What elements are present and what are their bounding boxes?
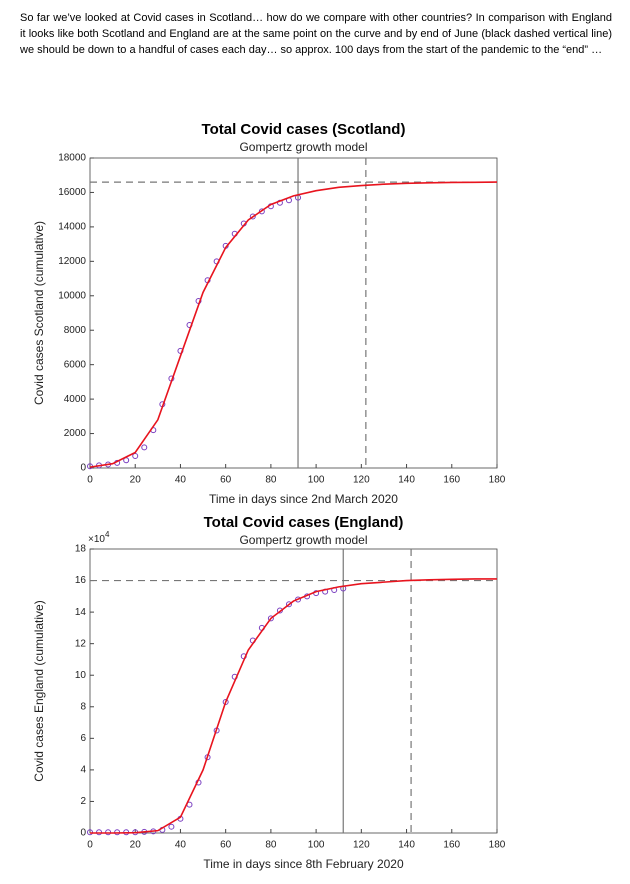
data-point [168, 823, 175, 830]
y-axis-label: Covid cases Scotland (cumulative) [32, 221, 46, 405]
x-tick-label: 140 [398, 475, 415, 486]
data-point [258, 208, 265, 215]
y-tick-label: 14000 [58, 222, 86, 233]
x-tick-label: 180 [489, 840, 506, 851]
data-point [285, 601, 292, 608]
x-tick-label: 160 [443, 475, 460, 486]
x-tick-label: 20 [130, 475, 142, 486]
chart-title: Total Covid cases (England) [204, 514, 404, 531]
x-tick-label: 40 [175, 840, 187, 851]
y-multiplier: ×104 [88, 530, 110, 545]
data-point [141, 444, 148, 451]
x-tick-label: 0 [87, 475, 93, 486]
intro-paragraph: So far we’ve looked at Covid cases in Sc… [20, 12, 612, 56]
y-tick-label: 18 [75, 544, 87, 555]
fit-line [90, 578, 497, 834]
chart-subtitle: Gompertz growth model [239, 140, 367, 154]
y-tick-label: 8 [80, 701, 86, 712]
y-axis-label: Covid cases England (cumulative) [32, 600, 46, 781]
y-tick-label: 0 [80, 463, 86, 474]
y-multiplier-exponent: 4 [105, 530, 110, 539]
x-tick-label: 120 [353, 475, 370, 486]
x-axis-label: Time in days since 2nd March 2020 [209, 492, 398, 506]
x-tick-label: 180 [489, 475, 506, 486]
x-tick-label: 140 [398, 840, 415, 851]
x-tick-label: 20 [130, 840, 142, 851]
x-tick-label: 60 [220, 840, 232, 851]
data-point [249, 213, 256, 220]
x-tick-label: 80 [265, 840, 277, 851]
y-tick-label: 16000 [58, 187, 86, 198]
x-tick-label: 120 [353, 840, 370, 851]
y-tick-label: 12000 [58, 256, 86, 267]
y-multiplier-base: ×10 [88, 534, 105, 545]
plot-frame [89, 548, 498, 834]
y-tick-label: 14 [75, 607, 87, 618]
x-tick-label: 60 [220, 475, 232, 486]
x-tick-label: 100 [308, 475, 325, 486]
y-tick-label: 2 [80, 796, 86, 807]
y-tick-label: 12 [75, 638, 87, 649]
y-tick-label: 8000 [64, 325, 87, 336]
x-axis-label: Time in days since 8th February 2020 [203, 857, 404, 871]
data-point [132, 452, 139, 459]
x-tick-label: 0 [87, 840, 93, 851]
fit-line [89, 181, 498, 468]
chart-subtitle: Gompertz growth model [239, 533, 367, 547]
y-tick-label: 2000 [64, 428, 87, 439]
chart-title: Total Covid cases (Scotland) [202, 121, 406, 138]
y-tick-label: 4000 [64, 394, 87, 405]
data-point [267, 615, 274, 622]
y-tick-label: 4 [80, 765, 86, 776]
y-tick-label: 10000 [58, 290, 86, 301]
y-tick-label: 6000 [64, 359, 87, 370]
x-tick-label: 160 [443, 840, 460, 851]
y-tick-label: 6 [80, 733, 86, 744]
y-tick-label: 0 [80, 828, 86, 839]
y-tick-label: 16 [75, 575, 87, 586]
x-tick-label: 100 [308, 840, 325, 851]
y-tick-label: 18000 [58, 153, 86, 164]
x-tick-label: 80 [265, 475, 277, 486]
x-tick-label: 40 [175, 475, 187, 486]
plot-frame [89, 157, 498, 469]
y-tick-label: 10 [75, 670, 87, 681]
